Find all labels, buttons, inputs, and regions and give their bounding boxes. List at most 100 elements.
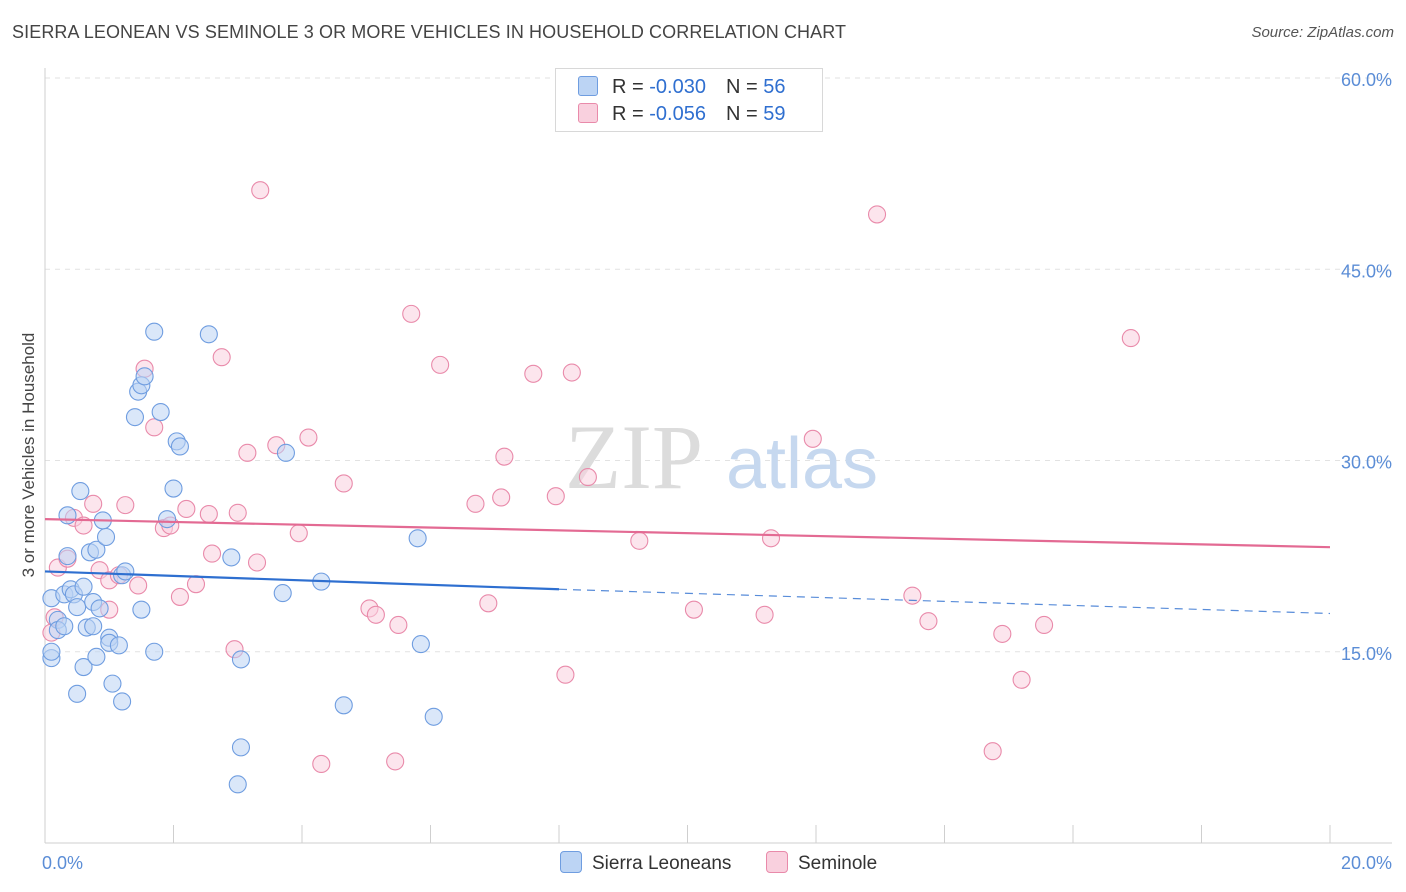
watermark-zip: ZIP [565,406,703,508]
point-seminole [170,587,189,606]
point-sierra-leoneans [145,322,164,341]
point-seminole [761,529,781,548]
chart-source: Source: ZipAtlas.com [1251,24,1394,41]
legend-swatch-seminole [578,103,598,123]
point-sierra-leoneans [135,367,154,386]
grid-lines [45,77,1392,653]
point-seminole [212,348,231,367]
point-seminole [177,499,196,519]
point-sierra-leoneans [87,540,106,559]
point-sierra-leoneans [199,325,218,344]
point-sierra-leoneans [334,696,353,715]
point-seminole [524,364,543,383]
point-sierra-leoneans [424,707,443,726]
x-tick-label: 20.0% [1341,853,1392,873]
point-sierra-leoneans [273,584,292,603]
point-seminole [919,612,938,631]
trend-line-sierra-leoneans [44,570,560,591]
point-seminole [228,503,247,522]
point-seminole [312,754,331,774]
point-seminole [289,524,308,543]
bottom-legend-swatch [766,851,788,873]
point-seminole [74,516,93,535]
point-seminole [466,494,485,513]
y-axis-label: 3 or more Vehicles in Household [19,333,38,578]
point-seminole [299,428,318,447]
point-seminole [993,624,1012,643]
point-seminole [186,575,206,594]
legend-n-value: 56 [763,76,786,98]
point-seminole [479,594,498,613]
legend-r-value: -0.056 [649,103,706,125]
point-sierra-leoneans [222,548,241,567]
point-sierra-leoneans [74,657,93,677]
legend-row-sierra-leoneans: R = -0.030 N = 56 [578,76,785,100]
point-seminole [983,742,1002,761]
chart-title: SIERRA LEONEAN VS SEMINOLE 3 OR MORE VEH… [12,22,847,42]
legend-n-label: N = [725,103,764,125]
point-seminole [546,487,565,506]
point-sierra-leoneans [145,642,164,661]
point-sierra-leoneans [87,647,106,666]
legend-r-label: R = [612,103,650,125]
point-sierra-leoneans [231,738,251,757]
point-seminole [556,665,575,684]
point-sierra-leoneans [228,775,247,794]
bottom-legend-swatch [560,851,582,873]
point-sierra-leoneans [42,642,61,661]
x-tick-label: 0.0% [42,853,83,873]
point-seminole [1012,670,1031,689]
point-seminole [1121,329,1140,348]
point-sierra-leoneans [103,674,122,693]
trend-line-seminole [44,518,1331,549]
point-seminole [903,586,922,605]
trend-lines [44,518,1331,615]
point-sierra-leoneans [164,479,183,498]
legend-swatch-sierra-leoneans [578,76,598,96]
point-sierra-leoneans [170,437,189,456]
point-seminole [389,615,408,635]
tick-labels: 15.0% 30.0% 45.0% 60.0% 0.0% 20.0% [42,70,1392,873]
point-sierra-leoneans [125,408,144,427]
point-seminole [684,600,703,619]
point-sierra-leoneans [109,636,128,655]
watermark-atlas: atlas [726,424,878,504]
point-sierra-leoneans [408,529,427,548]
point-seminole [630,531,649,550]
point-seminole [867,205,887,224]
point-sierra-leoneans [113,692,132,711]
bottom-legend-sierra-leoneans: Sierra Leoneans [560,851,731,875]
y-tick-label: 15.0% [1341,644,1392,664]
point-sierra-leoneans [55,617,74,636]
point-seminole [431,355,450,374]
point-seminole [334,474,353,493]
y-tick-label: 30.0% [1341,453,1392,473]
data-points [42,181,1140,794]
point-sierra-leoneans [74,577,93,596]
point-sierra-leoneans [151,402,170,422]
point-seminole [386,752,405,771]
bottom-legend-label: Sierra Leoneans [592,853,732,874]
point-sierra-leoneans [116,562,135,581]
y-tick-label: 60.0% [1341,70,1392,90]
point-sierra-leoneans [71,482,90,501]
bottom-legend-seminole: Seminole [766,851,877,875]
point-seminole [495,447,514,466]
point-seminole [116,496,135,515]
point-sierra-leoneans [68,598,87,617]
point-sierra-leoneans [231,650,251,669]
legend-n-value: 59 [763,103,786,125]
point-seminole [129,576,148,595]
legend-n-label: N = [725,76,764,98]
point-sierra-leoneans [58,547,77,566]
legend-r-label: R = [612,76,650,98]
point-sierra-leoneans [276,443,295,462]
point-sierra-leoneans [96,527,116,547]
point-seminole [1035,615,1054,635]
point-sierra-leoneans [68,684,87,703]
axes [44,68,1392,844]
point-seminole [755,605,774,624]
point-seminole [145,418,164,437]
point-seminole [84,494,103,513]
